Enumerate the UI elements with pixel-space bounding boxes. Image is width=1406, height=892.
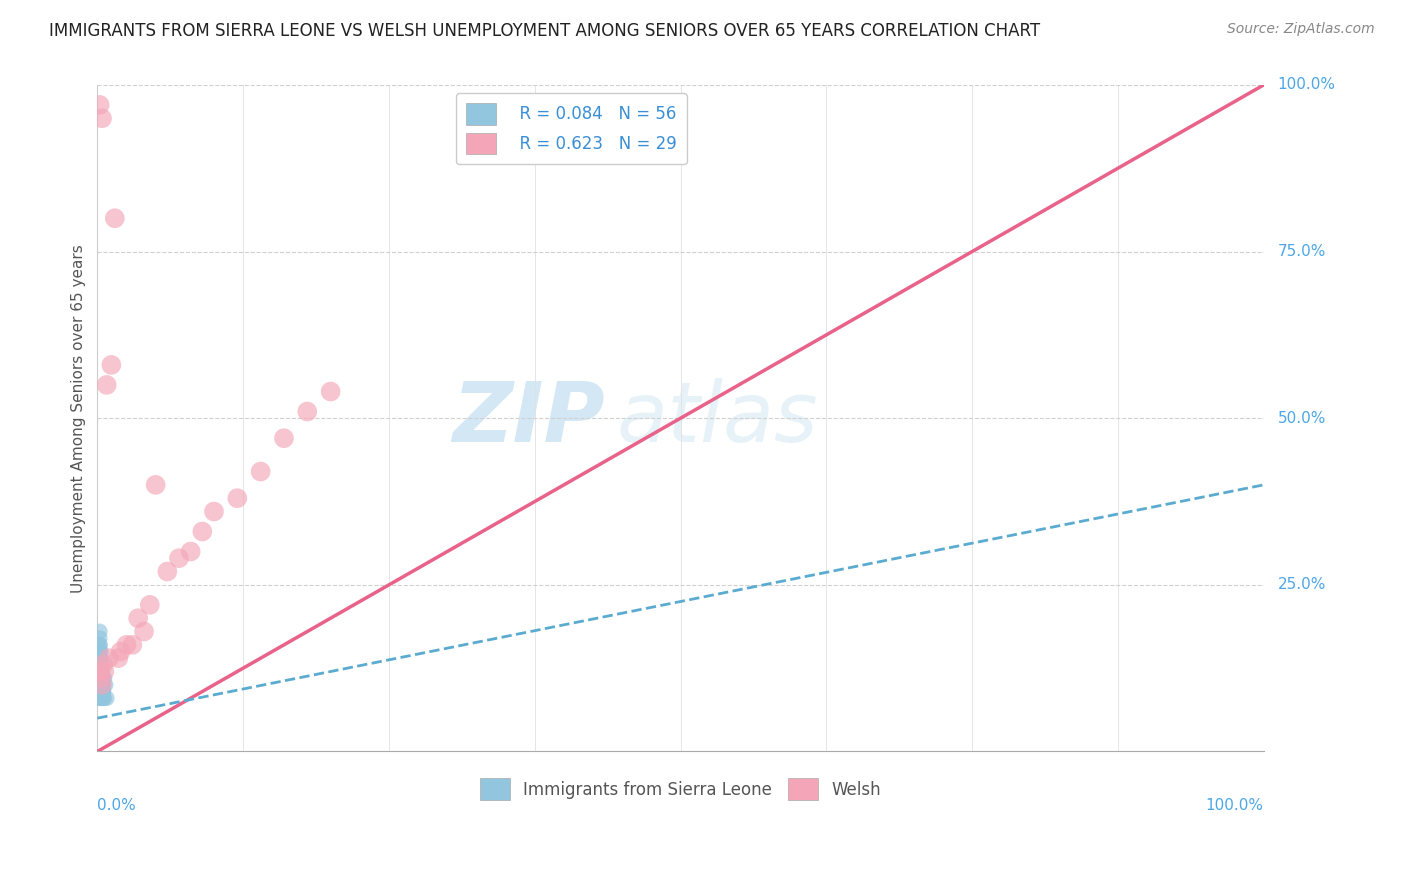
- Point: [87, 651, 110, 665]
- Point: [91, 684, 114, 698]
- Point: [89, 651, 111, 665]
- Text: ZIP: ZIP: [453, 377, 605, 458]
- Point: [132, 624, 155, 639]
- Point: [93, 691, 115, 706]
- Point: [87, 684, 110, 698]
- Point: [167, 551, 190, 566]
- Point: [91, 684, 114, 698]
- Point: [115, 638, 138, 652]
- Point: [191, 524, 214, 539]
- Text: atlas: atlas: [616, 377, 818, 458]
- Point: [93, 665, 115, 679]
- Point: [91, 678, 114, 692]
- Point: [87, 657, 110, 672]
- Point: [145, 478, 167, 492]
- Point: [91, 671, 114, 685]
- Point: [180, 544, 202, 558]
- Point: [89, 638, 111, 652]
- Point: [89, 691, 111, 706]
- Point: [110, 644, 132, 658]
- Point: [91, 678, 114, 692]
- Point: [91, 671, 114, 685]
- Point: [90, 657, 112, 672]
- Point: [249, 465, 271, 479]
- Text: 25.0%: 25.0%: [1278, 577, 1326, 592]
- Point: [319, 384, 342, 399]
- Point: [89, 671, 111, 685]
- Point: [93, 671, 115, 685]
- Point: [89, 98, 111, 112]
- Text: 100.0%: 100.0%: [1278, 78, 1336, 93]
- Point: [90, 665, 112, 679]
- Text: Source: ZipAtlas.com: Source: ZipAtlas.com: [1227, 22, 1375, 37]
- Point: [89, 678, 111, 692]
- Point: [89, 657, 111, 672]
- Point: [90, 671, 112, 685]
- Point: [104, 211, 127, 226]
- Point: [89, 644, 111, 658]
- Point: [90, 651, 112, 665]
- Point: [89, 684, 111, 698]
- Text: 50.0%: 50.0%: [1278, 410, 1326, 425]
- Point: [89, 644, 111, 658]
- Point: [94, 678, 117, 692]
- Point: [91, 691, 114, 706]
- Point: [91, 678, 114, 692]
- Point: [96, 691, 118, 706]
- Point: [91, 671, 114, 685]
- Point: [90, 678, 112, 692]
- Text: IMMIGRANTS FROM SIERRA LEONE VS WELSH UNEMPLOYMENT AMONG SENIORS OVER 65 YEARS C: IMMIGRANTS FROM SIERRA LEONE VS WELSH UN…: [49, 22, 1040, 40]
- Legend: Immigrants from Sierra Leone, Welsh: Immigrants from Sierra Leone, Welsh: [470, 768, 891, 810]
- Point: [90, 665, 112, 679]
- Point: [226, 491, 249, 506]
- Point: [91, 671, 114, 685]
- Point: [91, 112, 114, 126]
- Point: [90, 691, 112, 706]
- Text: 100.0%: 100.0%: [1206, 798, 1264, 814]
- Point: [89, 665, 111, 679]
- Point: [90, 684, 112, 698]
- Point: [91, 671, 114, 685]
- Point: [139, 598, 162, 612]
- Point: [91, 678, 114, 692]
- Text: 75.0%: 75.0%: [1278, 244, 1326, 259]
- Point: [90, 651, 112, 665]
- Point: [90, 671, 112, 685]
- Point: [156, 565, 179, 579]
- Point: [89, 624, 111, 639]
- Point: [91, 684, 114, 698]
- Point: [91, 665, 114, 679]
- Point: [87, 665, 110, 679]
- Point: [91, 684, 114, 698]
- Point: [202, 504, 225, 518]
- Point: [91, 678, 114, 692]
- Point: [90, 684, 112, 698]
- Point: [89, 631, 111, 645]
- Point: [90, 657, 112, 672]
- Point: [107, 651, 129, 665]
- Point: [89, 678, 111, 692]
- Point: [89, 665, 111, 679]
- Point: [91, 691, 114, 706]
- Point: [87, 665, 110, 679]
- Point: [90, 644, 112, 658]
- Text: 0.0%: 0.0%: [97, 798, 136, 814]
- Point: [90, 665, 112, 679]
- Point: [91, 657, 114, 672]
- Point: [98, 651, 121, 665]
- Point: [121, 638, 143, 652]
- Point: [90, 671, 112, 685]
- Point: [297, 404, 319, 418]
- Point: [91, 665, 114, 679]
- Y-axis label: Unemployment Among Seniors over 65 years: Unemployment Among Seniors over 65 years: [72, 244, 86, 592]
- Point: [90, 691, 112, 706]
- Point: [273, 431, 295, 445]
- Point: [100, 358, 122, 372]
- Point: [90, 657, 112, 672]
- Point: [89, 638, 111, 652]
- Point: [96, 377, 118, 392]
- Point: [127, 611, 149, 625]
